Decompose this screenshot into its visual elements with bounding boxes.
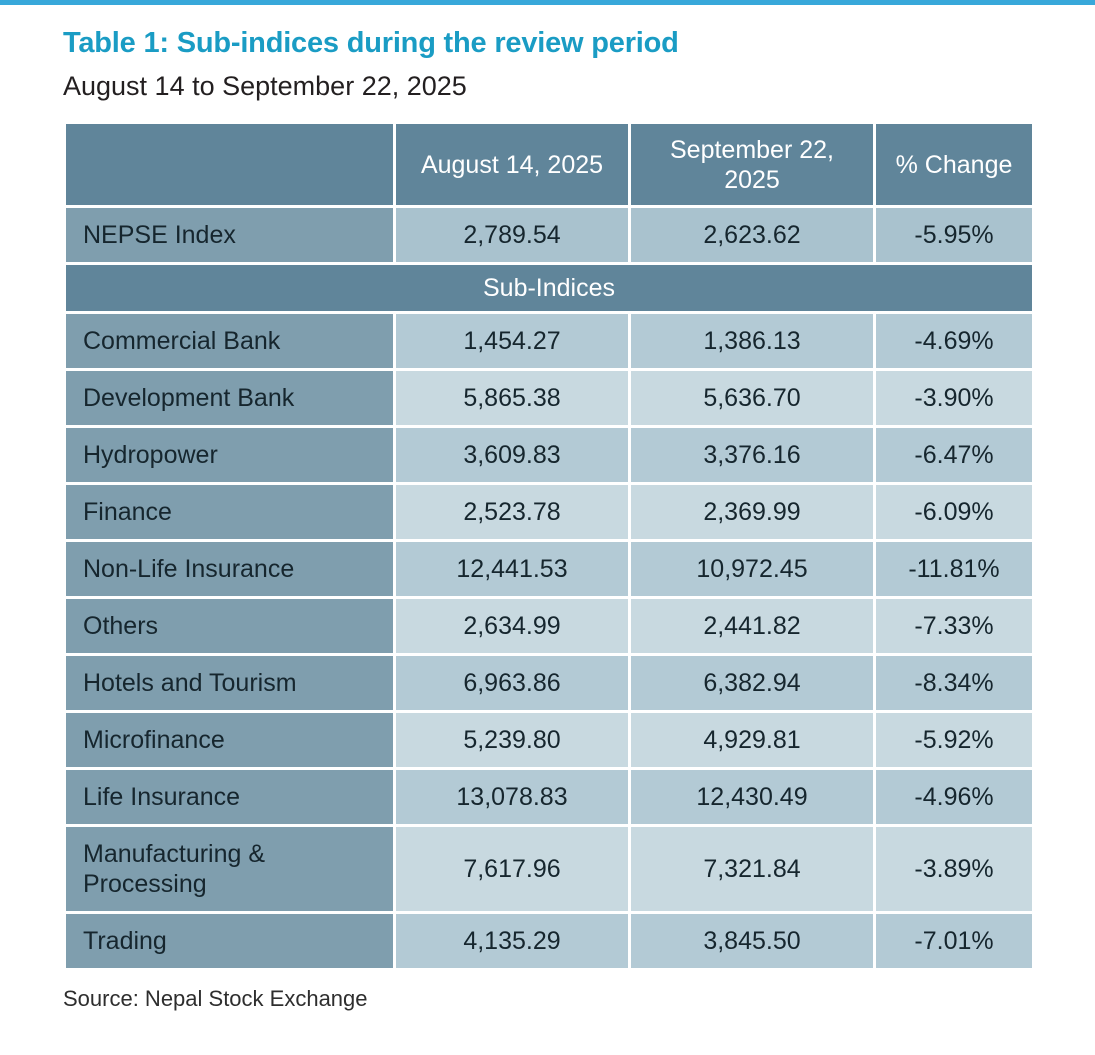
row-label: Finance: [63, 482, 396, 542]
table-header-row: August 14, 2025 September 22, 2025 % Cha…: [63, 121, 1035, 208]
value-change: -7.01%: [873, 911, 1035, 971]
value-aug14: 5,239.80: [393, 710, 631, 770]
value-aug14: 2,789.54: [393, 205, 631, 265]
value-change: -6.09%: [873, 482, 1035, 542]
row-label: Hotels and Tourism: [63, 653, 396, 713]
header-pct-change: % Change: [873, 121, 1035, 208]
value-aug14: 1,454.27: [393, 311, 631, 371]
value-change: -3.89%: [873, 824, 1035, 914]
value-change: -11.81%: [873, 539, 1035, 599]
value-sep22: 7,321.84: [628, 824, 876, 914]
row-label: Trading: [63, 911, 396, 971]
value-aug14: 4,135.29: [393, 911, 631, 971]
table-row: Hotels and Tourism 6,963.86 6,382.94 -8.…: [63, 653, 1035, 713]
value-change: -6.47%: [873, 425, 1035, 485]
value-sep22: 2,441.82: [628, 596, 876, 656]
value-change: -8.34%: [873, 653, 1035, 713]
value-sep22: 3,845.50: [628, 911, 876, 971]
section-header-row: Sub-Indices: [63, 262, 1035, 314]
value-sep22: 2,623.62: [628, 205, 876, 265]
table-row: Non-Life Insurance 12,441.53 10,972.45 -…: [63, 539, 1035, 599]
section-header-label: Sub-Indices: [63, 262, 1035, 314]
value-sep22: 1,386.13: [628, 311, 876, 371]
value-aug14: 5,865.38: [393, 368, 631, 428]
table-row: Life Insurance 13,078.83 12,430.49 -4.96…: [63, 767, 1035, 827]
page: Table 1: Sub-indices during the review p…: [0, 5, 1095, 1012]
table-row: Finance 2,523.78 2,369.99 -6.09%: [63, 482, 1035, 542]
value-aug14: 6,963.86: [393, 653, 631, 713]
row-label: Manufacturing & Processing: [63, 824, 396, 914]
value-change: -5.95%: [873, 205, 1035, 265]
row-label: Commercial Bank: [63, 311, 396, 371]
header-aug14: August 14, 2025: [393, 121, 631, 208]
value-aug14: 3,609.83: [393, 425, 631, 485]
value-change: -5.92%: [873, 710, 1035, 770]
row-label: NEPSE Index: [63, 205, 396, 265]
value-sep22: 10,972.45: [628, 539, 876, 599]
row-label: Life Insurance: [63, 767, 396, 827]
value-change: -4.69%: [873, 311, 1035, 371]
value-aug14: 2,523.78: [393, 482, 631, 542]
row-label: Non-Life Insurance: [63, 539, 396, 599]
value-sep22: 4,929.81: [628, 710, 876, 770]
value-sep22: 5,636.70: [628, 368, 876, 428]
sub-indices-table: August 14, 2025 September 22, 2025 % Cha…: [63, 121, 1035, 971]
header-empty: [63, 121, 396, 208]
row-label: Hydropower: [63, 425, 396, 485]
value-aug14: 12,441.53: [393, 539, 631, 599]
header-sep22: September 22, 2025: [628, 121, 876, 208]
table-row: Others 2,634.99 2,441.82 -7.33%: [63, 596, 1035, 656]
source-note: Source: Nepal Stock Exchange: [63, 986, 368, 1011]
page-title: Table 1: Sub-indices during the review p…: [63, 27, 679, 59]
row-label: Development Bank: [63, 368, 396, 428]
page-subtitle: August 14 to September 22, 2025: [63, 71, 467, 101]
table-row: Microfinance 5,239.80 4,929.81 -5.92%: [63, 710, 1035, 770]
top-rule: [0, 0, 1095, 5]
table-row: Trading 4,135.29 3,845.50 -7.01%: [63, 911, 1035, 971]
value-sep22: 2,369.99: [628, 482, 876, 542]
row-label: Microfinance: [63, 710, 396, 770]
value-sep22: 6,382.94: [628, 653, 876, 713]
value-change: -3.90%: [873, 368, 1035, 428]
value-change: -7.33%: [873, 596, 1035, 656]
value-aug14: 13,078.83: [393, 767, 631, 827]
value-sep22: 3,376.16: [628, 425, 876, 485]
value-change: -4.96%: [873, 767, 1035, 827]
table-row: Development Bank 5,865.38 5,636.70 -3.90…: [63, 368, 1035, 428]
table-row: Manufacturing & Processing 7,617.96 7,32…: [63, 824, 1035, 914]
value-sep22: 12,430.49: [628, 767, 876, 827]
table-row-nepse: NEPSE Index 2,789.54 2,623.62 -5.95%: [63, 205, 1035, 265]
value-aug14: 7,617.96: [393, 824, 631, 914]
value-aug14: 2,634.99: [393, 596, 631, 656]
table-row: Hydropower 3,609.83 3,376.16 -6.47%: [63, 425, 1035, 485]
row-label: Others: [63, 596, 396, 656]
table-row: Commercial Bank 1,454.27 1,386.13 -4.69%: [63, 311, 1035, 371]
